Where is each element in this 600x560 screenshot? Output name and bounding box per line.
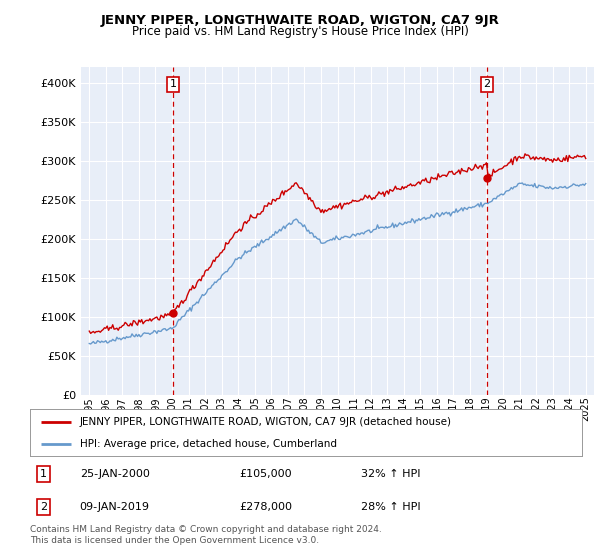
Text: JENNY PIPER, LONGTHWAITE ROAD, WIGTON, CA7 9JR: JENNY PIPER, LONGTHWAITE ROAD, WIGTON, C… [101,14,499,27]
Text: Price paid vs. HM Land Registry's House Price Index (HPI): Price paid vs. HM Land Registry's House … [131,25,469,38]
Text: HPI: Average price, detached house, Cumberland: HPI: Average price, detached house, Cumb… [80,438,337,449]
Text: JENNY PIPER, LONGTHWAITE ROAD, WIGTON, CA7 9JR (detached house): JENNY PIPER, LONGTHWAITE ROAD, WIGTON, C… [80,417,452,427]
Text: £278,000: £278,000 [240,502,293,512]
Text: 25-JAN-2000: 25-JAN-2000 [80,469,149,479]
Text: 1: 1 [40,469,47,479]
Text: 32% ↑ HPI: 32% ↑ HPI [361,469,421,479]
Text: 2: 2 [484,80,490,90]
Text: 2: 2 [40,502,47,512]
Text: 09-JAN-2019: 09-JAN-2019 [80,502,149,512]
Text: Contains HM Land Registry data © Crown copyright and database right 2024.
This d: Contains HM Land Registry data © Crown c… [30,525,382,545]
Text: 28% ↑ HPI: 28% ↑ HPI [361,502,421,512]
Text: £105,000: £105,000 [240,469,292,479]
Text: 1: 1 [170,80,176,90]
